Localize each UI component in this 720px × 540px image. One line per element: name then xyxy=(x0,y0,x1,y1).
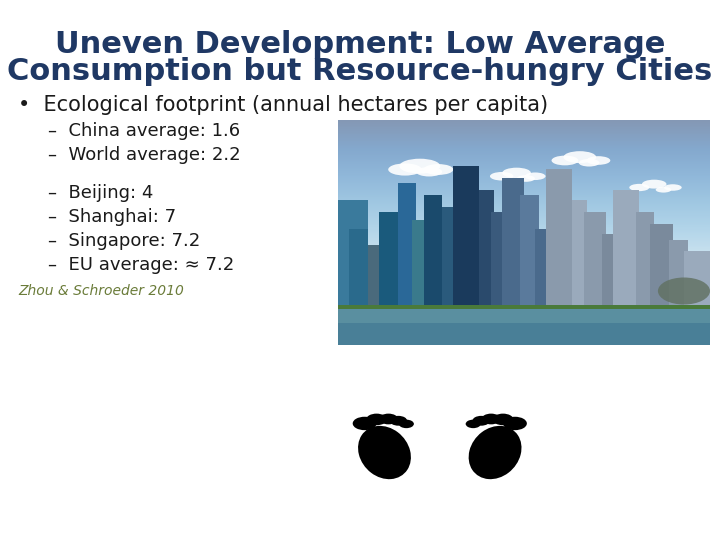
Bar xyxy=(684,251,710,305)
Bar xyxy=(613,190,639,305)
Circle shape xyxy=(492,414,513,425)
Bar xyxy=(413,220,427,305)
Bar xyxy=(368,246,382,305)
Ellipse shape xyxy=(629,184,649,191)
Bar xyxy=(338,305,710,345)
Text: –  Singapore: 7.2: – Singapore: 7.2 xyxy=(48,232,200,250)
Bar xyxy=(423,195,442,305)
Circle shape xyxy=(482,414,500,424)
Circle shape xyxy=(466,420,481,428)
Ellipse shape xyxy=(388,164,422,176)
Ellipse shape xyxy=(503,168,531,178)
Ellipse shape xyxy=(658,278,710,305)
Ellipse shape xyxy=(564,151,596,163)
Ellipse shape xyxy=(664,184,682,191)
Ellipse shape xyxy=(358,426,411,479)
Circle shape xyxy=(399,420,414,428)
Ellipse shape xyxy=(423,164,454,175)
Bar xyxy=(583,212,606,305)
Bar xyxy=(338,322,710,345)
Text: –  China average: 1.6: – China average: 1.6 xyxy=(48,122,240,140)
Bar xyxy=(476,190,494,305)
Ellipse shape xyxy=(525,172,546,180)
Ellipse shape xyxy=(517,175,535,182)
Text: –  World average: 2.2: – World average: 2.2 xyxy=(48,146,240,164)
Circle shape xyxy=(503,417,527,430)
Text: Uneven Development: Low Average: Uneven Development: Low Average xyxy=(55,30,665,59)
Circle shape xyxy=(472,416,490,426)
Circle shape xyxy=(390,416,407,426)
Ellipse shape xyxy=(656,187,671,193)
Text: –  Shanghai: 7: – Shanghai: 7 xyxy=(48,208,176,226)
Ellipse shape xyxy=(579,159,600,166)
Ellipse shape xyxy=(416,167,442,177)
Bar xyxy=(636,212,654,305)
Text: Zhou & Schroeder 2010: Zhou & Schroeder 2010 xyxy=(18,284,184,298)
Ellipse shape xyxy=(587,156,611,165)
Bar xyxy=(338,200,368,305)
Bar xyxy=(349,228,368,305)
Circle shape xyxy=(353,417,377,430)
Bar xyxy=(650,224,672,305)
Bar xyxy=(535,228,550,305)
Bar xyxy=(397,183,416,305)
Bar xyxy=(669,240,688,305)
Text: –  Beijing: 4: – Beijing: 4 xyxy=(48,184,153,202)
Ellipse shape xyxy=(490,172,513,180)
Text: Consumption but Resource-hungry Cities: Consumption but Resource-hungry Cities xyxy=(7,57,713,86)
Ellipse shape xyxy=(552,156,578,165)
Circle shape xyxy=(366,414,387,425)
Bar xyxy=(602,234,617,305)
Ellipse shape xyxy=(469,426,521,479)
Bar xyxy=(569,200,588,305)
Text: •  Ecological footprint (annual hectares per capita): • Ecological footprint (annual hectares … xyxy=(18,95,548,115)
Bar xyxy=(546,170,572,305)
Text: –  EU average: ≈ 7.2: – EU average: ≈ 7.2 xyxy=(48,256,234,274)
Bar xyxy=(502,178,524,305)
Bar xyxy=(454,166,480,305)
Bar xyxy=(379,212,401,305)
Ellipse shape xyxy=(642,180,667,188)
Bar xyxy=(490,212,505,305)
Circle shape xyxy=(379,414,398,424)
Bar xyxy=(338,295,710,309)
Bar xyxy=(442,207,457,305)
Bar xyxy=(521,195,539,305)
Ellipse shape xyxy=(400,159,441,173)
